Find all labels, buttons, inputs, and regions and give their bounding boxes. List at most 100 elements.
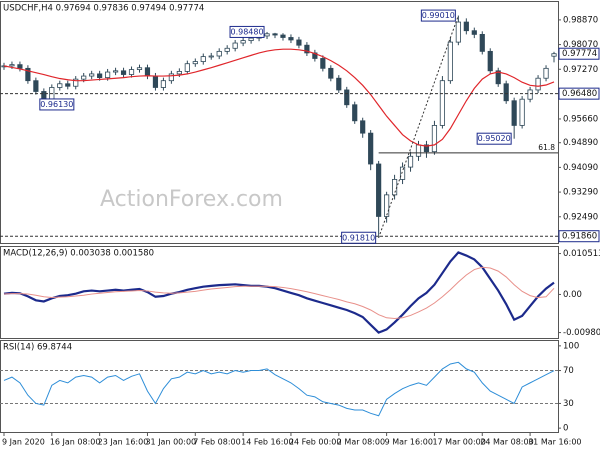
candle-body <box>105 71 111 79</box>
indicator-line <box>3 266 555 320</box>
annotation-box <box>341 231 377 244</box>
y-tick-label: 30 <box>563 399 574 409</box>
candle-body <box>384 194 390 217</box>
candle-body <box>463 21 469 32</box>
y-tick-label: 70 <box>563 366 574 376</box>
x-tick-label: 16 Jan 08:00 <box>50 438 101 447</box>
candle-body <box>216 50 222 57</box>
candle-body <box>73 78 79 87</box>
candle-body <box>519 98 525 126</box>
candle-body <box>455 21 461 43</box>
candle-body <box>81 75 87 80</box>
candle-body <box>33 80 39 92</box>
candle-body <box>535 77 541 91</box>
candle-body <box>471 30 477 35</box>
y-tick-label: 0.010513 <box>563 249 600 259</box>
indicator-line <box>3 361 555 417</box>
candle-body <box>527 89 533 100</box>
candle-body <box>9 64 15 67</box>
annotation-label: 0.96130 <box>40 100 73 109</box>
candle-body <box>320 58 326 69</box>
x-tick-label: 14 Feb 16:00 <box>241 438 293 447</box>
annotation-box <box>420 9 456 22</box>
candle-body <box>495 70 501 85</box>
x-tick-label: 23 Jan 16:00 <box>98 438 149 447</box>
annotation-box <box>229 25 265 38</box>
candle-body <box>168 73 174 82</box>
candle-body <box>431 125 438 153</box>
candle-body <box>423 144 430 153</box>
candle-body <box>415 144 422 157</box>
candle-body <box>128 69 135 75</box>
candle-body <box>360 120 366 134</box>
x-tick-label: 9 Jan 2020 <box>2 438 45 447</box>
y-tick-label: 0.95660 <box>563 114 598 124</box>
annotation-box <box>476 132 512 145</box>
moving-average <box>3 48 555 147</box>
candle-body <box>25 67 31 82</box>
candle-body <box>232 42 238 49</box>
candle-body <box>328 67 334 79</box>
annotation-box <box>39 98 75 111</box>
candle-body <box>41 91 47 100</box>
candle-body <box>376 163 382 217</box>
trendline <box>378 15 459 238</box>
y-tick-label: -0.009804 <box>563 328 600 338</box>
candle-body <box>304 44 310 54</box>
candle-body <box>487 50 493 72</box>
x-tick-label: 24 Feb 00:00 <box>289 438 341 447</box>
price-panel <box>0 1 559 244</box>
indicator-line <box>3 251 555 334</box>
candle-body <box>551 53 557 57</box>
level-box <box>558 230 600 243</box>
candle-body <box>176 71 182 75</box>
candle-body <box>136 67 143 70</box>
y-tick-label: 0.98070 <box>563 40 598 50</box>
y-tick-label: 0.93290 <box>563 188 598 198</box>
x-tick-label: 17 Mar 00:00 <box>432 438 485 447</box>
macd-panel <box>0 246 559 339</box>
candle-body <box>344 89 350 106</box>
candle-body <box>272 33 278 36</box>
level-box <box>558 47 600 60</box>
candle-body <box>120 70 127 75</box>
candle-body <box>352 104 358 122</box>
candle-body <box>240 40 246 44</box>
y-tick-label: 0.92490 <box>563 212 598 222</box>
candle-body <box>368 132 374 165</box>
annotation-label: 0.95020 <box>478 134 511 143</box>
y-tick-label: 0.98870 <box>563 15 598 25</box>
candle-body <box>200 56 206 62</box>
x-tick-label: 24 Mar 08:00 <box>480 438 533 447</box>
panel-title: RSI(14) 69.8744 <box>3 343 72 353</box>
candle-body <box>224 47 230 52</box>
candle-body <box>208 55 214 58</box>
candle-body <box>511 100 517 126</box>
candle-body <box>399 166 406 180</box>
candle-body <box>97 73 103 79</box>
annotation-label: 0.91810 <box>342 233 375 242</box>
y-tick-label: 0.94090 <box>563 163 598 173</box>
level-label: 0.91860 <box>562 232 597 242</box>
x-tick-label: 7 Feb 08:00 <box>193 438 240 447</box>
candle-body <box>112 70 119 73</box>
chart-title: USDCHF,H4 0.97694 0.97836 0.97494 0.9777… <box>3 4 204 14</box>
candle-body <box>144 67 151 77</box>
candle-body <box>543 67 549 79</box>
x-tick-label: 31 Jan 00:00 <box>145 438 196 447</box>
candle-body <box>479 34 485 52</box>
annotation-label: 0.99010 <box>422 11 455 20</box>
level-label: 0.96480 <box>562 89 597 99</box>
candle-body <box>184 63 190 72</box>
rsi-panel <box>0 340 559 433</box>
candle-body <box>280 34 286 38</box>
candle-body <box>192 61 198 65</box>
candle-body <box>336 77 342 91</box>
candle-body <box>65 83 71 87</box>
annotation-label: 0.98480 <box>230 27 263 36</box>
candle-body <box>391 179 398 196</box>
x-tick-label: 2 Mar 08:00 <box>337 438 385 447</box>
